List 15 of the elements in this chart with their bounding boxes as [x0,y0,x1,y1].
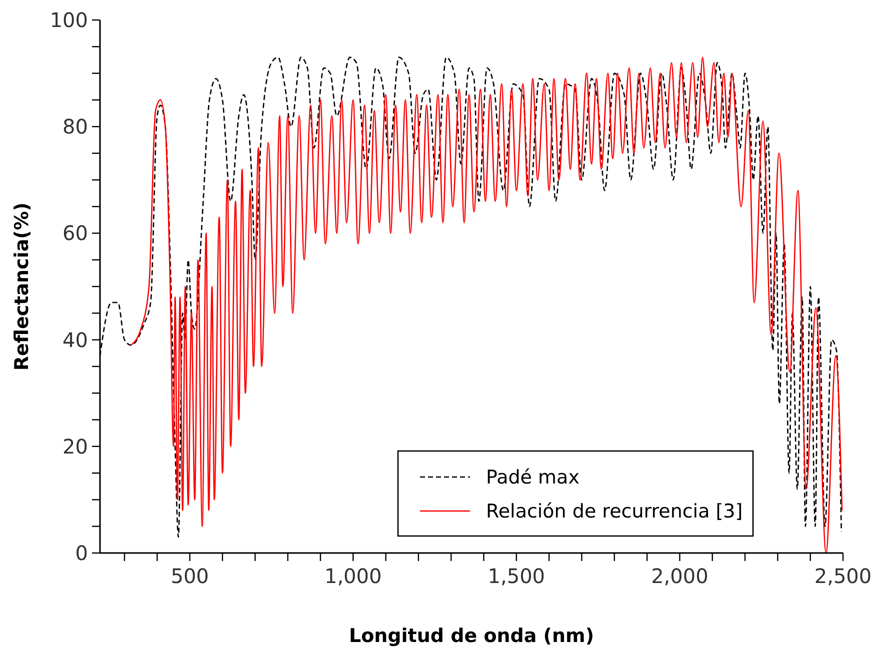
y-tick-label: 0 [75,541,88,565]
legend-label: Padé max [486,466,580,489]
y-tick-label: 40 [62,328,88,352]
x-tick-label: 1,000 [324,564,382,588]
x-tick-label: 2,000 [651,564,708,588]
x-axis-title: Longitud de onda (nm) [348,625,594,647]
y-tick-label: 60 [62,221,88,246]
y-axis-title: Reflectancia(%) [11,202,33,371]
x-tick-label: 2,500 [814,564,872,588]
y-tick-label: 100 [50,8,88,32]
x-tick-label: 500 [170,564,209,588]
y-tick-label: 80 [62,114,88,139]
x-tick-label: 1,500 [488,564,546,588]
y-tick-label: 20 [62,434,88,458]
legend-label: Relación de recurrencia [3] [486,500,743,523]
